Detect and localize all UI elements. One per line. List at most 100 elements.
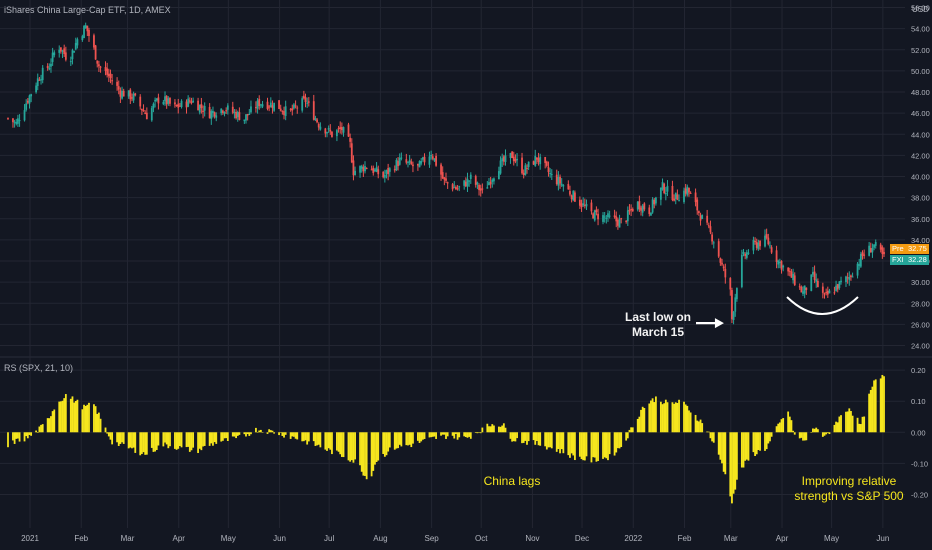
candle-body <box>12 118 14 123</box>
rs-bar <box>164 432 166 443</box>
price-y-tick-label: 46.00 <box>911 109 930 118</box>
rs-bar <box>268 429 271 433</box>
rs-bar <box>580 432 583 460</box>
candle-body <box>15 122 18 124</box>
candle-body <box>393 169 396 171</box>
candle-body <box>590 202 593 212</box>
candle-body <box>162 101 165 105</box>
last-low-line-2: March 15 <box>631 325 685 339</box>
candle-body <box>144 112 147 114</box>
rs-bar <box>835 421 837 433</box>
rs-bar <box>474 432 477 433</box>
candle-body <box>585 203 588 207</box>
rs-bar <box>840 415 842 433</box>
candle-body <box>198 104 201 113</box>
rs-bar <box>555 432 558 452</box>
candle-body <box>516 158 518 161</box>
rs-bar <box>721 432 723 464</box>
rs-bar <box>616 432 619 449</box>
candle-body <box>36 78 39 87</box>
candle-body <box>93 35 95 48</box>
candle-body <box>383 174 386 178</box>
candle-body <box>319 126 322 130</box>
x-tick-label: Nov <box>525 534 539 543</box>
rs-bar <box>759 432 761 451</box>
rs-bar <box>767 432 770 444</box>
rs-bar <box>620 432 623 447</box>
rs-bar <box>197 432 199 454</box>
candle-body <box>76 39 79 46</box>
rs-bar <box>534 432 537 445</box>
rs-bar <box>754 432 756 457</box>
rs-bar <box>167 432 170 449</box>
candle-body <box>845 276 847 283</box>
rs-bar <box>570 432 573 454</box>
rs-bar <box>790 420 793 433</box>
candle-body <box>871 248 874 253</box>
rs-bar <box>458 432 461 438</box>
candle-body <box>874 242 877 246</box>
candle-body <box>41 67 44 81</box>
rs-y-tick-label: 0.00 <box>911 428 926 437</box>
rs-bar <box>493 425 495 433</box>
rs-bar <box>178 432 181 447</box>
candle-body <box>271 105 274 109</box>
candle-body <box>412 164 414 167</box>
rs-bar <box>676 402 679 433</box>
candle-body <box>833 292 836 294</box>
rs-bar <box>223 432 226 439</box>
candle-body <box>501 158 504 162</box>
candle-body <box>289 108 292 110</box>
rs-bar <box>28 432 31 435</box>
rs-bar <box>456 432 459 440</box>
candle-body <box>821 286 824 293</box>
candle-body <box>248 113 251 115</box>
candle-body <box>279 108 282 111</box>
candle-body <box>793 275 796 286</box>
rs-bar <box>46 418 49 433</box>
rs-bar <box>202 432 204 447</box>
rs-bar <box>258 430 261 433</box>
candle-body <box>848 277 851 280</box>
rs-bar <box>246 432 249 435</box>
rs-bar <box>851 415 854 433</box>
candle-body <box>486 187 489 189</box>
candle-body <box>735 288 738 300</box>
china-lags-annotation: China lags <box>483 474 541 488</box>
candle-body <box>430 154 433 157</box>
candle-body <box>178 105 181 107</box>
rs-bar <box>25 432 28 437</box>
candle-body <box>767 237 770 245</box>
rs-bar <box>701 423 704 433</box>
candle-body <box>347 124 350 137</box>
candle-body <box>526 167 528 169</box>
rs-bar <box>41 424 44 433</box>
candle-body <box>836 284 839 290</box>
candle-body <box>58 49 61 53</box>
rs-bar <box>395 432 398 449</box>
rs-bar <box>231 432 234 437</box>
candle-body <box>278 100 280 109</box>
rs-bar <box>798 432 801 439</box>
candle-body <box>122 90 125 97</box>
candle-body <box>602 215 604 222</box>
candle-body <box>607 213 609 218</box>
rs-bar <box>694 414 697 433</box>
candle-body <box>50 63 52 67</box>
rs-bar <box>788 416 791 433</box>
rs-bar <box>352 432 355 463</box>
rs-bar <box>377 432 380 461</box>
candle-body <box>215 115 218 118</box>
candle-body <box>352 160 355 176</box>
candle-body <box>245 114 247 121</box>
rs-bar <box>826 432 829 434</box>
rs-y-tick-label: -0.20 <box>911 490 928 499</box>
rs-bar <box>134 432 137 453</box>
candle-body <box>569 191 571 195</box>
candle-body <box>331 131 333 137</box>
candle-body <box>71 50 74 60</box>
price-y-tick-label: 34.00 <box>911 236 930 245</box>
candle-body <box>838 281 841 288</box>
candle-body <box>721 262 723 265</box>
candle-body <box>625 220 628 223</box>
